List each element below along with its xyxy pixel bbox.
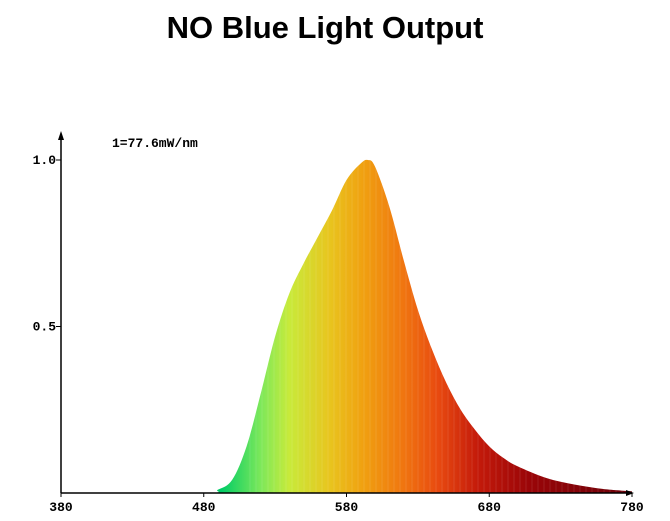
- x-tick-label: 680: [478, 500, 502, 515]
- y-tick-label: 0.5: [33, 320, 57, 335]
- x-axis-arrow: [626, 490, 634, 496]
- y-axis-arrow: [58, 131, 64, 140]
- x-tick-label: 380: [49, 500, 73, 515]
- chart-title: NO Blue Light Output: [166, 10, 484, 45]
- x-tick-label: 780: [620, 500, 644, 515]
- scale-annotation: 1=77.6mW/nm: [112, 136, 198, 151]
- x-tick-label: 480: [192, 500, 216, 515]
- spectrum-area: [61, 159, 632, 493]
- x-tick-label: 580: [335, 500, 359, 515]
- y-tick-label: 1.0: [33, 153, 57, 168]
